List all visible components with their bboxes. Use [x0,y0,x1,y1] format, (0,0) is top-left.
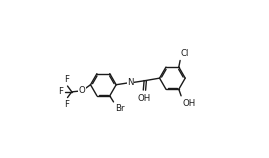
Text: OH: OH [182,99,195,108]
Text: Br: Br [115,104,124,113]
Text: F: F [64,75,69,84]
Text: OH: OH [137,94,151,103]
Text: N: N [128,78,134,87]
Text: F: F [58,87,63,96]
Text: F: F [64,100,69,109]
Text: Cl: Cl [181,49,189,58]
Text: O: O [79,86,85,95]
